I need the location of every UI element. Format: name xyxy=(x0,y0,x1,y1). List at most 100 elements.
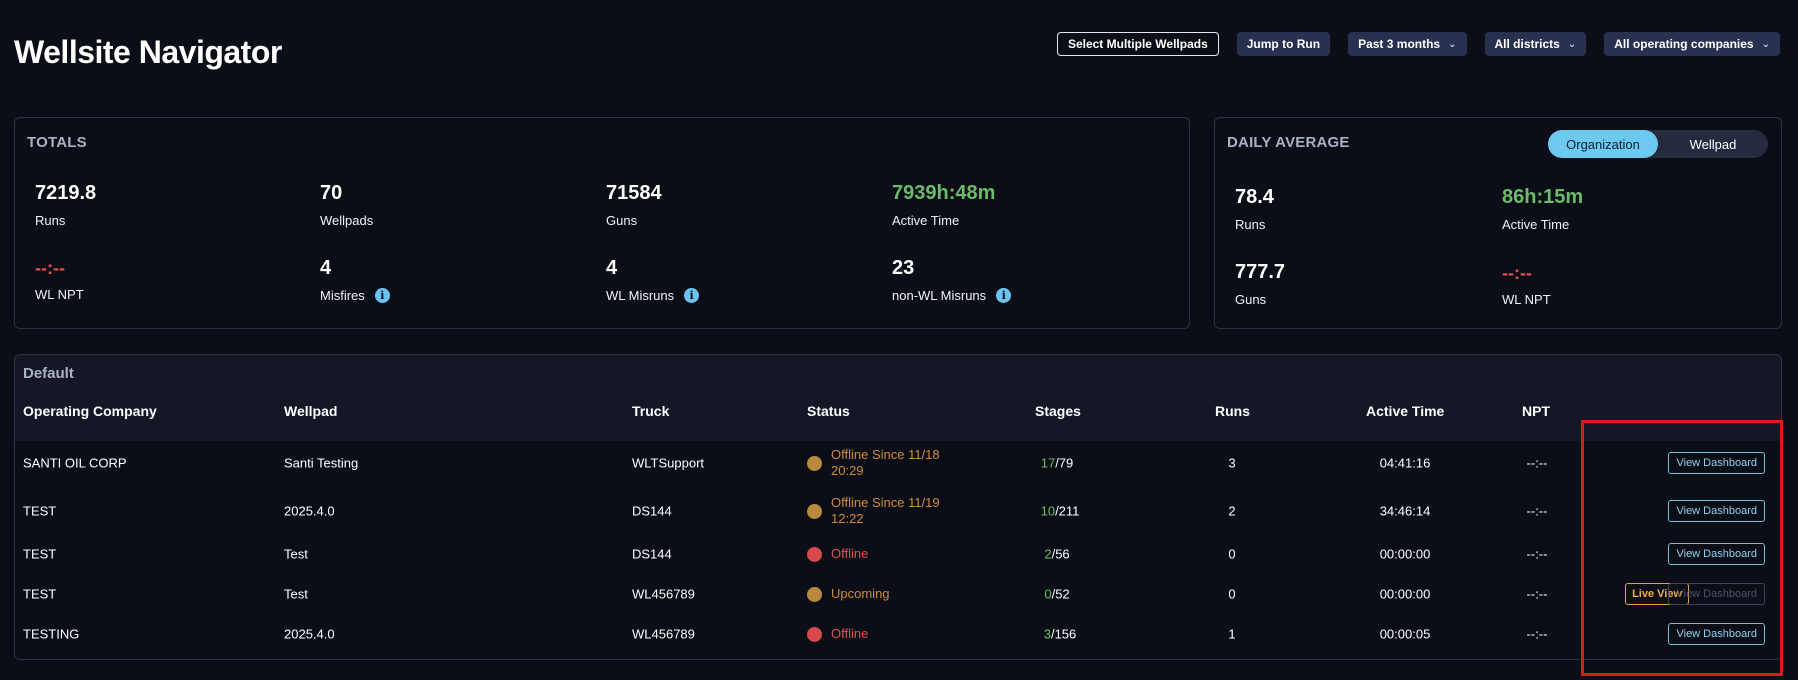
stat-label: Runs xyxy=(1235,217,1266,232)
stat-non-wl-misruns: 23 non-WL Misruns i xyxy=(892,257,1012,303)
stat-value: 71584 xyxy=(606,182,662,204)
stat-guns: 71584 Guns xyxy=(606,182,662,228)
stat-label: Misfires xyxy=(320,288,365,303)
cell-company: TEST xyxy=(23,546,57,562)
status-dot xyxy=(807,586,822,602)
cell-company: TEST xyxy=(23,503,57,519)
district-select[interactable]: All districts ⌄ xyxy=(1484,32,1587,56)
status-dot xyxy=(807,626,822,642)
cell-wellpad: Test xyxy=(284,546,308,562)
column-header[interactable]: Active Time xyxy=(1366,403,1445,419)
column-header[interactable]: NPT xyxy=(1522,403,1550,419)
top-controls: Select Multiple Wellpads Jump to Run Pas… xyxy=(1056,32,1780,56)
status-text: Offline xyxy=(831,626,869,641)
cell-active-time: 04:41:16 xyxy=(1379,455,1431,471)
table-row[interactable]: TEST Test DS144 Offline 2/56 0 00:00:00 … xyxy=(15,534,1781,574)
cell-company: TESTING xyxy=(23,626,80,642)
stat-label: Active Time xyxy=(1502,217,1570,232)
stat-wellpads: 70 Wellpads xyxy=(320,182,373,228)
stat-value: 23 xyxy=(892,257,915,279)
table-row[interactable]: TEST Test WL456789 Upcoming 0/52 0 00:00… xyxy=(15,574,1781,614)
stages-done: 2 xyxy=(1044,546,1052,562)
totals-panel: TOTALS 7219.8 Runs 70 Wellpads 71584 Gun… xyxy=(14,117,1190,329)
cell-active-time: 00:00:05 xyxy=(1379,626,1431,642)
cell-status: Upcoming xyxy=(807,586,941,602)
column-header[interactable]: Truck xyxy=(632,403,670,419)
period-select[interactable]: Past 3 months ⌄ xyxy=(1348,32,1467,56)
info-icon[interactable]: i xyxy=(996,288,1012,303)
cell-stages: 10/211 xyxy=(1041,504,1080,519)
select-multiple-wellpads-button[interactable]: Select Multiple Wellpads xyxy=(1056,32,1219,56)
cell-status: Offline Since 11/18 20:29 xyxy=(807,447,941,479)
stat-wl-misruns: 4 WL Misruns i xyxy=(606,257,700,303)
column-header[interactable]: Stages xyxy=(1035,403,1081,419)
chevron-down-icon: ⌄ xyxy=(1567,38,1577,50)
stat-label: WL NPT xyxy=(35,287,84,302)
stat-value: --:-- xyxy=(1502,263,1532,283)
cell-truck: DS144 xyxy=(632,546,672,562)
stat-misfires: 4 Misfires i xyxy=(320,257,390,303)
toggle-organization[interactable]: Organization xyxy=(1548,130,1658,158)
table-row[interactable]: TEST 2025.4.0 DS144 Offline Since 11/19 … xyxy=(15,491,1781,531)
stat-value: 4 xyxy=(606,257,618,279)
column-header[interactable]: Runs xyxy=(1215,403,1250,419)
status-dot xyxy=(807,503,822,519)
cell-truck: WL456789 xyxy=(632,586,695,602)
status-dot xyxy=(807,455,822,471)
info-icon[interactable]: i xyxy=(684,288,700,303)
stat-active-time: 7939h:48m Active Time xyxy=(892,182,995,228)
stages-done: 10 xyxy=(1040,503,1056,519)
page-title: Wellsite Navigator xyxy=(14,34,282,70)
cell-npt: --:-- xyxy=(1526,586,1548,602)
view-dashboard-button[interactable]: View Dashboard xyxy=(1668,543,1765,565)
cell-truck: DS144 xyxy=(632,503,672,519)
cell-truck: WL456789 xyxy=(632,626,695,642)
column-header[interactable]: Status xyxy=(807,403,850,419)
stages-total: /56 xyxy=(1051,546,1070,562)
status-dot xyxy=(807,546,822,562)
cell-runs: 0 xyxy=(1228,586,1236,602)
view-dashboard-button[interactable]: View Dashboard xyxy=(1668,452,1765,474)
table-row[interactable]: TESTING 2025.4.0 WL456789 Offline 3/156 … xyxy=(15,614,1781,654)
stages-total: /79 xyxy=(1055,455,1074,471)
district-label: All districts xyxy=(1494,37,1560,51)
cell-truck: WLTSupport xyxy=(632,455,705,471)
chevron-down-icon: ⌄ xyxy=(1761,38,1770,50)
live-view-button[interactable]: Live View xyxy=(1625,583,1689,605)
column-header[interactable]: Operating Company xyxy=(23,403,157,419)
cell-stages: 3/156 xyxy=(1044,627,1077,642)
cell-npt: --:-- xyxy=(1526,546,1548,562)
column-header[interactable]: Wellpad xyxy=(284,403,338,419)
view-dashboard-button[interactable]: View Dashboard xyxy=(1668,623,1765,645)
cell-active-time: 34:46:14 xyxy=(1379,503,1431,519)
toggle-wellpad[interactable]: Wellpad xyxy=(1689,136,1737,152)
totals-title: TOTALS xyxy=(27,134,87,151)
company-select[interactable]: All operating companies ⌄ xyxy=(1604,32,1780,56)
stages-total: /52 xyxy=(1051,586,1070,602)
stat-label: Runs xyxy=(35,213,66,228)
status-text: Upcoming xyxy=(831,586,890,601)
cell-wellpad: Santi Testing xyxy=(284,455,359,471)
view-dashboard-button[interactable]: View Dashboard xyxy=(1668,500,1765,522)
stat-value: 4 xyxy=(320,257,332,279)
table-row[interactable]: SANTI OIL CORP Santi Testing WLTSupport … xyxy=(15,443,1781,483)
cell-wellpad: 2025.4.0 xyxy=(284,626,335,642)
cell-runs: 3 xyxy=(1228,455,1236,471)
cell-npt: --:-- xyxy=(1526,626,1548,642)
status-text: Offline Since 11/18 20:29 xyxy=(831,447,940,478)
stat-value: --:-- xyxy=(35,258,65,278)
info-icon[interactable]: i xyxy=(374,288,390,303)
cell-status: Offline xyxy=(807,626,941,642)
stat-value: 86h:15m xyxy=(1502,186,1584,208)
stat-value: 7939h:48m xyxy=(892,182,996,204)
scope-toggle: Organization Wellpad xyxy=(1548,130,1768,158)
jump-to-run-button[interactable]: Jump to Run xyxy=(1236,32,1331,56)
cell-runs: 0 xyxy=(1228,546,1236,562)
table-body: SANTI OIL CORP Santi Testing WLTSupport … xyxy=(15,441,1781,659)
stat-value: 70 xyxy=(320,182,343,204)
cell-wellpad: Test xyxy=(284,586,308,602)
company-label: All operating companies xyxy=(1614,37,1754,51)
cell-stages: 17/79 xyxy=(1041,456,1074,471)
period-label: Past 3 months xyxy=(1358,37,1441,51)
daily-average-title: DAILY AVERAGE xyxy=(1227,134,1350,151)
